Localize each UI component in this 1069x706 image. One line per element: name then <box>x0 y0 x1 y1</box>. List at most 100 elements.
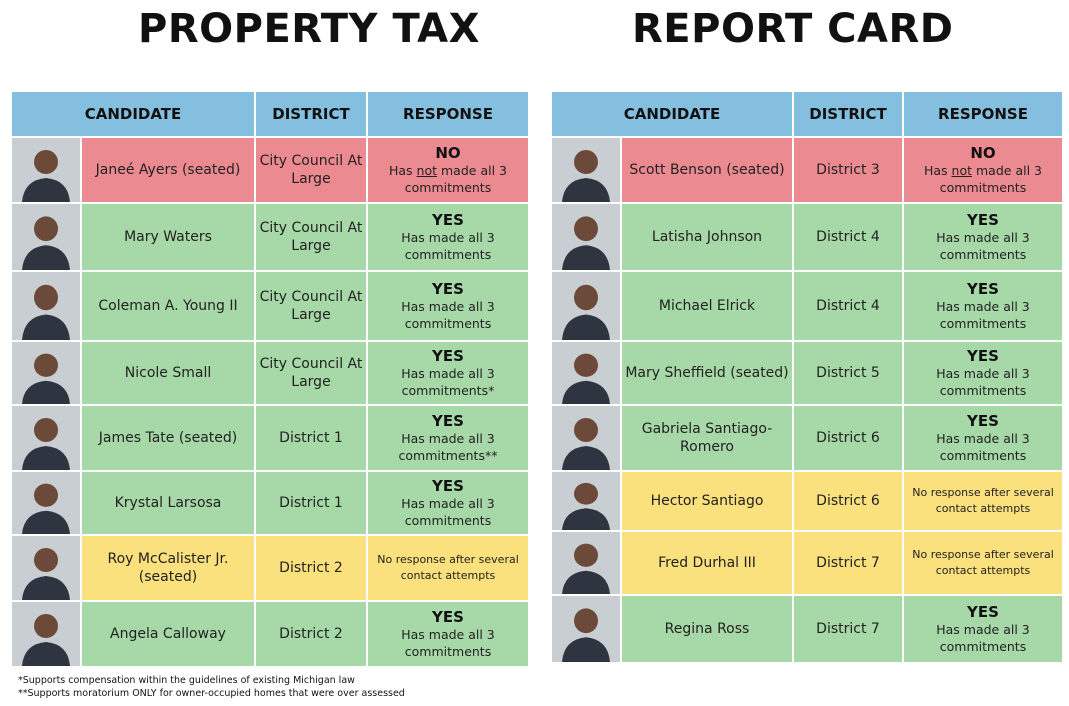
left-table-header: CANDIDATE DISTRICT RESPONSE <box>12 92 530 136</box>
candidate-row: Mary Waters City Council At Large YES Has m… <box>12 204 530 270</box>
response-text-not: not <box>416 163 438 178</box>
response-text: Has made all 3 commitments <box>401 627 495 659</box>
candidate-name: Michael Elrick <box>622 272 792 340</box>
candidate-row: Roy McCalister Jr. (seated) District 2 No … <box>12 536 530 600</box>
response-text: Has made all 3 commitments <box>936 366 1030 398</box>
candidate-district: District 2 <box>256 602 366 666</box>
candidate-response: No response after several contact attemp… <box>368 536 528 600</box>
candidate-name: Roy McCalister Jr. (seated) <box>82 536 254 600</box>
candidate-district: District 2 <box>256 536 366 600</box>
person-photo-icon <box>12 602 80 666</box>
candidate-row: Nicole Small City Council At Large YES Has … <box>12 342 530 404</box>
candidate-district: City Council At Large <box>256 138 366 202</box>
candidate-name: Angela Calloway <box>82 602 254 666</box>
response-text-pre: Has <box>389 163 417 178</box>
candidate-name: Nicole Small <box>82 342 254 404</box>
candidate-row: Scott Benson (seated) District 3 NO Has not… <box>552 138 1064 202</box>
footnotes: *Supports compensation within the guidel… <box>18 674 405 700</box>
candidate-row: Fred Durhal III District 7 No response aft… <box>552 532 1064 594</box>
right-table-header: CANDIDATE DISTRICT RESPONSE <box>552 92 1064 136</box>
response-text: No response after several contact attemp… <box>912 548 1054 577</box>
response-verdict: YES <box>432 211 464 229</box>
candidate-response: YES Has made all 3 commitments <box>368 472 528 534</box>
response-verdict: YES <box>432 280 464 298</box>
person-photo-icon <box>552 272 620 340</box>
candidate-name: Mary Waters <box>82 204 254 270</box>
response-verdict: YES <box>432 608 464 626</box>
candidate-response: NO Has not made all 3 commitments <box>904 138 1062 202</box>
response-verdict: NO <box>970 144 996 162</box>
candidate-name: Fred Durhal III <box>622 532 792 594</box>
response-text-not: not <box>951 163 973 178</box>
person-photo-icon <box>552 204 620 270</box>
person-photo-icon <box>12 536 80 600</box>
left-table: CANDIDATE DISTRICT RESPONSE Janeé Ayers … <box>12 92 530 668</box>
person-photo-icon <box>12 272 80 340</box>
candidate-row: Mary Sheffield (seated) District 5 YES Has … <box>552 342 1064 404</box>
candidate-response: YES Has made all 3 commitments** <box>368 406 528 470</box>
response-text: Has made all 3 commitments* <box>401 366 495 398</box>
candidate-row: Krystal Larsosa District 1 YES Has made all… <box>12 472 530 534</box>
person-photo-icon <box>12 472 80 534</box>
candidate-name: Coleman A. Young II <box>82 272 254 340</box>
candidate-district: District 3 <box>794 138 902 202</box>
title-report-card: REPORT CARD <box>632 6 954 52</box>
person-photo-icon <box>552 532 620 594</box>
header-candidate: CANDIDATE <box>12 92 254 136</box>
candidate-district: District 4 <box>794 204 902 270</box>
candidate-district: District 1 <box>256 472 366 534</box>
candidate-name: Mary Sheffield (seated) <box>622 342 792 404</box>
response-verdict: YES <box>967 211 999 229</box>
candidate-name: Krystal Larsosa <box>82 472 254 534</box>
candidate-response: YES Has made all 3 commitments <box>904 596 1062 662</box>
candidate-response: No response after several contact attemp… <box>904 532 1062 594</box>
footnote-2: **Supports moratorium ONLY for owner-occ… <box>18 688 405 699</box>
header-district: DISTRICT <box>256 92 366 136</box>
response-text: Has made all 3 commitments <box>936 230 1030 262</box>
candidate-response: YES Has made all 3 commitments* <box>368 342 528 404</box>
candidate-response: NO Has not made all 3 commitments <box>368 138 528 202</box>
candidate-district: District 6 <box>794 472 902 530</box>
candidate-name: Hector Santiago <box>622 472 792 530</box>
person-photo-icon <box>12 204 80 270</box>
response-text: Has made all 3 commitments <box>936 299 1030 331</box>
person-photo-icon <box>552 342 620 404</box>
candidate-name: Latisha Johnson <box>622 204 792 270</box>
response-verdict: YES <box>967 347 999 365</box>
response-verdict: NO <box>435 144 461 162</box>
response-verdict: YES <box>967 412 999 430</box>
candidate-response: YES Has made all 3 commitments <box>904 342 1062 404</box>
response-text-post: made all 3 commitments <box>404 163 507 195</box>
candidate-row: Coleman A. Young II City Council At Large… <box>12 272 530 340</box>
candidate-row: Michael Elrick District 4 YES Has made all … <box>552 272 1064 340</box>
candidate-row: Gabriela Santiago-Romero District 6 YES Has… <box>552 406 1064 470</box>
candidate-response: YES Has made all 3 commitments <box>368 602 528 666</box>
candidate-name: Gabriela Santiago-Romero <box>622 406 792 470</box>
candidate-response: YES Has made all 3 commitments <box>368 204 528 270</box>
title-property-tax: PROPERTY TAX <box>138 6 480 52</box>
footnote-1: *Supports compensation within the guidel… <box>18 675 355 686</box>
response-text: Has made all 3 commitments <box>401 299 495 331</box>
response-text: Has not made all 3 commitments <box>904 162 1062 196</box>
response-text-pre: Has <box>924 163 952 178</box>
response-text: Has made all 3 commitments** <box>398 431 498 463</box>
candidate-row: Janeé Ayers (seated) City Council At Larg… <box>12 138 530 202</box>
candidate-district: City Council At Large <box>256 204 366 270</box>
candidate-name: James Tate (seated) <box>82 406 254 470</box>
candidate-row: James Tate (seated) District 1 YES Has made… <box>12 406 530 470</box>
candidate-response: YES Has made all 3 commitments <box>904 406 1062 470</box>
response-verdict: YES <box>432 347 464 365</box>
candidate-district: District 7 <box>794 596 902 662</box>
person-photo-icon <box>552 472 620 530</box>
candidate-district: District 6 <box>794 406 902 470</box>
candidate-response: YES Has made all 3 commitments <box>368 272 528 340</box>
candidate-district: District 1 <box>256 406 366 470</box>
response-verdict: YES <box>967 603 999 621</box>
candidate-district: City Council At Large <box>256 272 366 340</box>
header-response: RESPONSE <box>368 92 528 136</box>
candidate-name: Janeé Ayers (seated) <box>82 138 254 202</box>
header-candidate: CANDIDATE <box>552 92 792 136</box>
candidate-response: YES Has made all 3 commitments <box>904 272 1062 340</box>
header-district: DISTRICT <box>794 92 902 136</box>
person-photo-icon <box>12 138 80 202</box>
